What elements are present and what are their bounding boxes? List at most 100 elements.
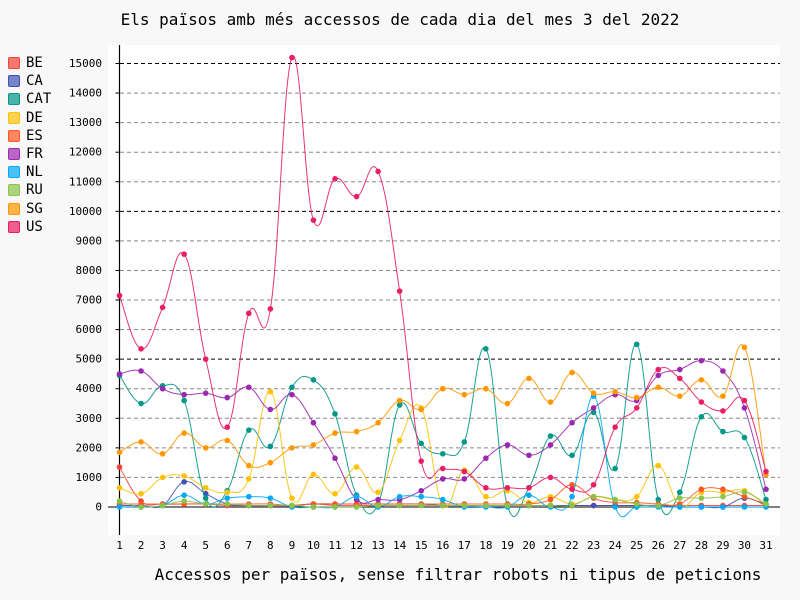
data-point-fr [138,368,144,374]
data-point-ru [396,502,403,509]
y-tick-label: 0 [95,501,102,514]
y-tick-label: 10000 [69,205,102,218]
y-tick-label: 14000 [69,87,102,100]
data-point-de [181,473,187,479]
legend-swatch [8,166,20,179]
data-point-nl [396,493,403,500]
data-point-sg [655,384,662,391]
data-point-ru [633,501,640,507]
data-point-us [547,474,554,481]
data-point-sg [202,445,209,451]
data-point-sg [332,430,338,436]
legend-swatch [8,93,20,106]
data-point-sg [418,406,425,413]
data-point-de [246,476,252,482]
data-point-us [138,346,144,352]
data-point-us [677,375,683,382]
x-tick-label: 14 [393,539,407,552]
x-tick-label: 13 [371,539,384,552]
data-point-fr [116,371,123,377]
data-point-cat [439,450,446,457]
data-point-us [720,408,726,414]
legend-label: NL [26,164,43,181]
data-point-de [310,471,317,478]
x-tick-label: 20 [522,539,535,552]
legend-item-be: BE [8,54,51,72]
data-point-us [633,405,640,411]
data-point-fr [698,357,705,364]
x-tick-label: 29 [716,539,729,552]
data-point-cat [246,427,252,433]
data-point-sg [461,391,468,398]
x-tick-label: 8 [267,539,274,552]
data-point-ru [375,502,381,509]
data-point-cat [698,414,705,420]
data-point-us [375,168,381,175]
data-point-sg [138,439,144,445]
data-point-sg [181,430,187,436]
data-point-de [159,474,166,481]
data-point-de [655,462,662,469]
x-tick-label: 6 [224,539,231,552]
y-tick-label: 2000 [76,441,103,454]
y-tick-label: 3000 [76,412,103,425]
legend-label: FR [26,146,43,163]
data-point-ca [181,479,187,485]
data-point-cat [332,411,338,417]
data-point-cat [590,409,597,416]
data-point-cat [612,465,618,472]
data-point-cat [569,452,575,459]
data-point-us [655,366,662,373]
x-tick-label: 7 [245,539,252,552]
data-point-ru [547,502,554,509]
data-point-sg [439,385,446,392]
x-tick-label: 25 [630,539,643,552]
data-point-ru [720,493,726,500]
data-point-sg [677,393,683,399]
data-point-sg [547,399,554,405]
legend-swatch [8,220,20,233]
y-tick-label: 8000 [76,264,103,277]
y-tick-label: 15000 [69,57,102,70]
x-tick-label: 10 [307,539,320,552]
data-point-us [504,484,511,491]
y-tick-label: 12000 [69,146,102,159]
x-tick-label: 5 [202,539,209,552]
x-tick-label: 4 [181,539,188,552]
data-point-sg [590,390,597,396]
data-point-cat [181,397,187,404]
legend-item-us: US [8,218,51,236]
data-point-ru [763,501,769,507]
data-point-es [698,486,705,493]
legend-item-de: DE [8,109,51,127]
x-tick-label: 3 [159,539,166,552]
legend-swatch [8,57,20,70]
data-point-ru [138,504,144,510]
data-point-sg [504,400,511,407]
data-point-fr [655,372,662,379]
chart-title: Els països amb més accessos de cada dia … [120,10,680,29]
x-tick-label: 23 [587,539,600,552]
data-point-de [138,490,144,497]
data-point-ru [202,501,209,507]
data-point-ru [353,504,360,510]
data-point-us [439,465,446,472]
legend-swatch [8,75,20,88]
data-point-fr [289,391,295,398]
legend-swatch [8,148,20,161]
x-tick-label: 19 [501,539,514,552]
data-point-us [698,399,705,405]
data-point-fr [159,385,166,392]
data-point-us [483,484,489,491]
data-point-fr [202,390,209,396]
data-point-cat [633,341,640,348]
x-tick-label: 21 [544,539,557,552]
data-point-us [418,458,425,464]
data-point-sg [353,428,360,435]
y-tick-label: 5000 [76,353,103,366]
x-tick-label: 24 [609,539,623,552]
x-axis-label: Accessos per països, sense filtrar robot… [154,565,762,584]
data-point-sg [741,344,748,351]
data-point-us [202,356,209,362]
